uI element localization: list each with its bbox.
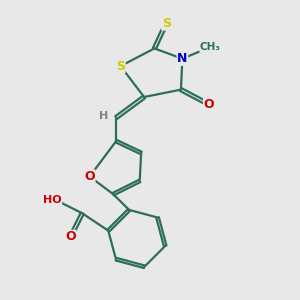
Text: O: O [65, 230, 76, 243]
Text: O: O [204, 98, 214, 111]
Text: HO: HO [43, 195, 62, 205]
Text: N: N [177, 52, 188, 65]
Text: S: S [116, 60, 125, 73]
Text: S: S [162, 17, 171, 30]
Text: CH₃: CH₃ [200, 42, 221, 52]
Text: H: H [99, 111, 108, 121]
Text: O: O [84, 170, 95, 183]
